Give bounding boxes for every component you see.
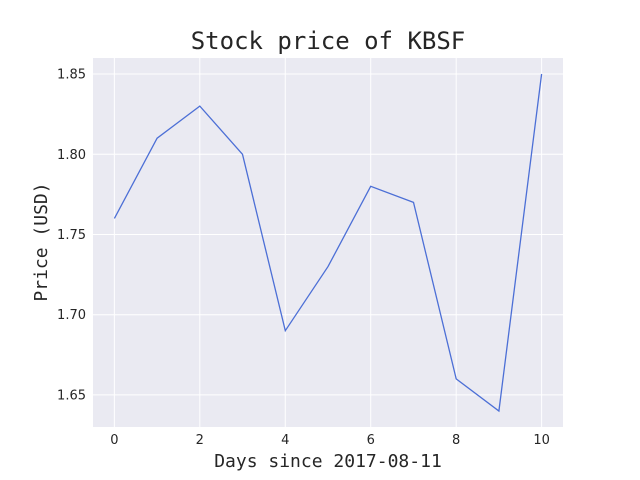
y-tick-label: 1.85 xyxy=(57,68,86,83)
y-tick-label: 1.70 xyxy=(57,308,86,323)
y-tick-labels: 1.65 1.70 1.75 1.80 1.85 xyxy=(57,68,86,404)
y-axis-label: Price (USD) xyxy=(31,182,52,301)
x-axis-label: Days since 2017-08-11 xyxy=(214,451,442,472)
x-tick-label: 2 xyxy=(196,433,204,448)
grid xyxy=(93,58,563,427)
x-tick-labels: 0 2 4 6 8 10 xyxy=(110,433,550,448)
x-tick-label: 4 xyxy=(281,433,289,448)
x-tick-label: 8 xyxy=(452,433,460,448)
chart-title: Stock price of KBSF xyxy=(191,27,466,55)
y-tick-label: 1.75 xyxy=(57,228,86,243)
x-tick-label: 6 xyxy=(367,433,375,448)
x-tick-label: 0 xyxy=(110,433,118,448)
plot-area xyxy=(93,58,563,427)
y-tick-label: 1.80 xyxy=(57,148,86,163)
x-tick-label: 10 xyxy=(533,433,550,448)
y-tick-label: 1.65 xyxy=(57,388,86,403)
series-group xyxy=(113,73,543,413)
